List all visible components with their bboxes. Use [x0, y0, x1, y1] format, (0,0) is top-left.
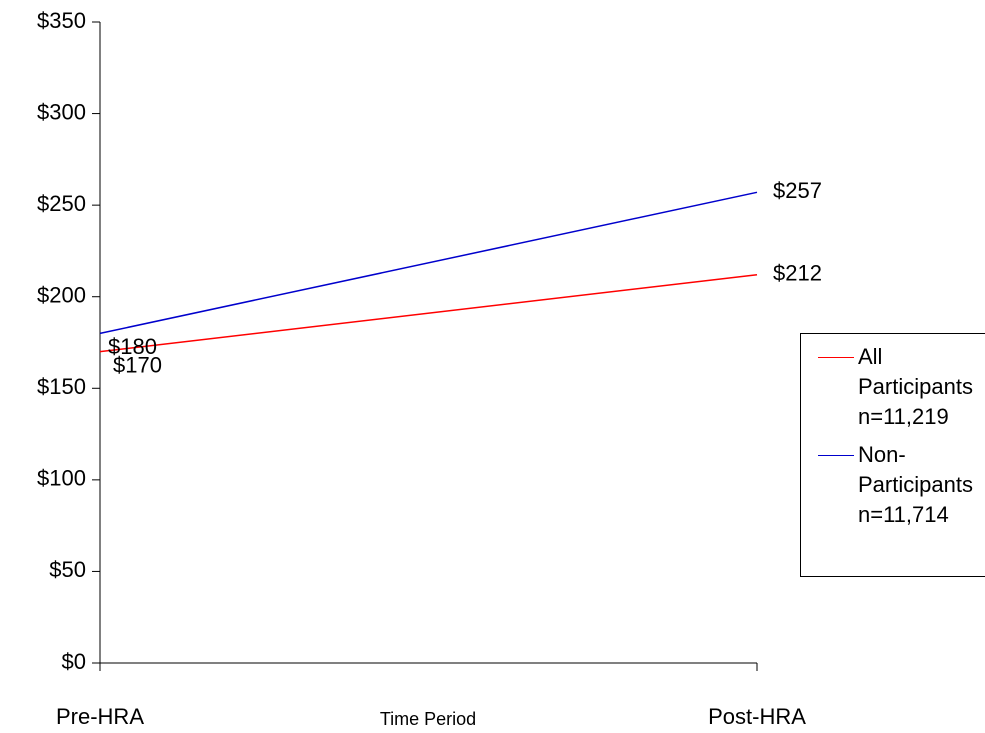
legend-swatch	[818, 455, 854, 456]
legend-entry: All Participants n=11,219	[801, 342, 985, 432]
y-tick-label: $300	[37, 99, 86, 124]
y-tick-label: $350	[37, 8, 86, 33]
x-axis-title: Time Period	[380, 709, 476, 729]
data-label: $257	[773, 178, 822, 203]
x-tick-label: Post-HRA	[708, 704, 806, 729]
legend-entry: Non-Participants n=11,714	[801, 440, 985, 530]
data-label: $212	[773, 261, 822, 286]
series-line	[99, 191, 758, 335]
y-tick-label: $0	[62, 649, 86, 674]
legend-label: Non-Participants n=11,714	[858, 442, 973, 527]
y-tick-label: $150	[37, 374, 86, 399]
data-label: $180	[108, 334, 157, 359]
y-tick-label: $250	[37, 191, 86, 216]
y-tick-label: $100	[37, 466, 86, 491]
data-label: $170	[113, 352, 162, 377]
series-line	[99, 273, 758, 353]
y-tick-label: $50	[49, 557, 86, 582]
legend-label: All Participants n=11,219	[858, 344, 973, 429]
y-tick-label: $200	[37, 283, 86, 308]
legend-swatch	[818, 357, 854, 358]
x-tick-label: Pre-HRA	[56, 704, 144, 729]
legend: All Participants n=11,219 Non-Participant…	[800, 333, 985, 577]
